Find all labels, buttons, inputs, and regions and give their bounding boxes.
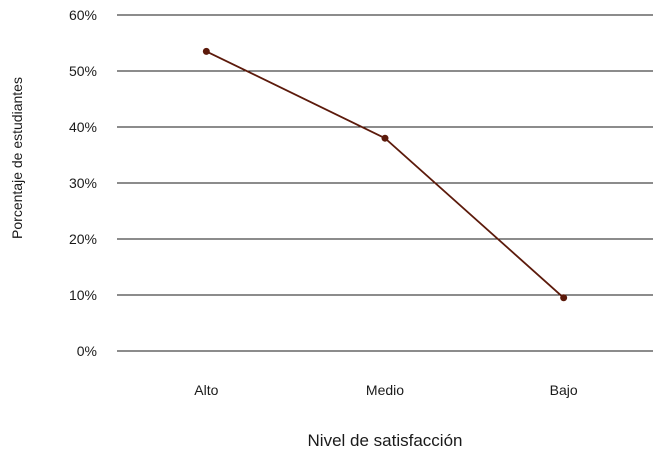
y-tick-labels: 0% 10% 20% 30% 40% 50% 60% (69, 7, 97, 359)
y-tick-label: 60% (69, 7, 97, 23)
y-tick-label: 0% (77, 343, 97, 359)
y-tick-label: 30% (69, 175, 97, 191)
x-tick-label: Medio (366, 382, 404, 398)
data-point (202, 47, 210, 55)
series-line (205, 50, 565, 299)
y-tick-label: 40% (69, 119, 97, 135)
y-tick-label: 50% (69, 63, 97, 79)
y-axis-title: Porcentaje de estudiantes (9, 77, 25, 239)
data-point (381, 134, 389, 142)
data-series (202, 47, 568, 302)
y-tick-label: 20% (69, 231, 97, 247)
x-tick-label: Alto (194, 382, 218, 398)
data-point (560, 294, 568, 302)
grid-lines (117, 14, 653, 352)
x-tick-labels: Alto Medio Bajo (194, 382, 578, 398)
x-axis-title: Nivel de satisfacción (308, 431, 463, 450)
y-tick-label: 10% (69, 287, 97, 303)
x-tick-label: Bajo (550, 382, 578, 398)
